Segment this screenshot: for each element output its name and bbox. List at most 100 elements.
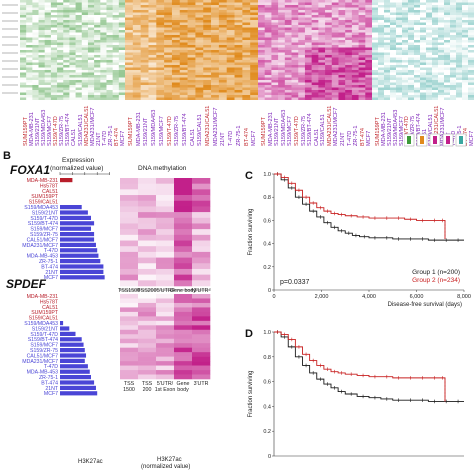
- region-label: 200: [143, 387, 152, 393]
- heatmap-cell: [87, 92, 95, 96]
- heatmap-cell: [278, 52, 286, 56]
- heatmap-cell: [26, 90, 33, 93]
- heatmap-cell: [26, 60, 33, 63]
- heatmap-cell: [331, 82, 339, 86]
- heatmap-cell: [140, 87, 149, 91]
- heatmap-cell: [402, 47, 409, 51]
- heatmap-cell: [258, 95, 266, 98]
- heatmap-cell: [38, 60, 46, 63]
- heatmap-cell: [390, 40, 397, 43]
- heatmap-cell: [311, 90, 319, 93]
- heatmap-cell: [450, 77, 457, 81]
- heatmap-cell: [38, 0, 46, 3]
- heatmap-cell: [338, 55, 346, 58]
- heatmap-cell: [345, 70, 353, 73]
- heatmap-cell: [426, 87, 433, 91]
- heatmap-cell: [462, 65, 469, 68]
- heatmap-cell: [63, 67, 70, 71]
- heatmap-cell: [264, 45, 272, 48]
- heatmap-cell: [218, 42, 228, 46]
- heatmap-cell: [450, 25, 457, 28]
- heatmap-cell: [365, 77, 373, 81]
- heatmap-cell: [179, 75, 188, 78]
- heatmap-cell: [372, 25, 379, 28]
- heatmap-cell: [325, 95, 333, 98]
- heatmap-cell: [414, 12, 421, 16]
- heatmap-cell: [390, 15, 397, 18]
- heatmap-cell: [69, 70, 76, 73]
- region-label: TSS: [142, 381, 153, 387]
- heatmap-cell: [365, 90, 373, 93]
- heatmap-cell: [234, 95, 243, 98]
- heatmap-cell: [81, 10, 89, 13]
- heatmap-cell: [396, 90, 403, 93]
- heatmap-cell: [234, 25, 243, 28]
- heatmap-cell: [338, 50, 346, 53]
- heatmap-cell: [304, 2, 312, 6]
- heatmap-cell: [118, 20, 126, 23]
- heatmap-cell: [75, 62, 83, 66]
- heatmap-cell: [20, 27, 27, 31]
- heatmap-cell: [325, 90, 333, 93]
- heatmap-cell: [250, 12, 259, 16]
- heatmap-cell: [75, 5, 83, 8]
- heatmap-cell: [226, 67, 235, 71]
- expression-bar: [60, 275, 105, 280]
- methylation-cell: [120, 338, 139, 344]
- heatmap-cell: [125, 85, 134, 88]
- heatmap-cell: [444, 15, 451, 18]
- methylation-cell: [156, 183, 175, 190]
- heatmap-cell: [345, 65, 353, 68]
- heatmap-cell: [148, 95, 157, 98]
- heatmap-cell: [402, 70, 409, 73]
- heatmap-cell: [211, 2, 220, 6]
- heatmap-cell: [63, 10, 70, 13]
- heatmap-cell: [125, 50, 134, 53]
- heatmap-cell: [365, 2, 373, 6]
- heatmap-cell: [456, 15, 463, 18]
- sample-label: T-47D: [346, 130, 353, 146]
- heatmap-cell: [311, 52, 319, 56]
- heatmap-cell: [284, 12, 292, 16]
- heatmap-cell: [26, 30, 33, 33]
- heatmap-cell: [331, 12, 339, 16]
- heatmap-cell: [408, 45, 415, 48]
- heatmap-cell: [44, 60, 52, 63]
- heatmap-cell: [156, 40, 165, 43]
- heatmap-cell: [390, 7, 397, 11]
- heatmap-cell: [420, 20, 427, 23]
- heatmap-cell: [468, 45, 474, 48]
- heatmap-cell: [420, 87, 427, 91]
- heatmap-cell: [94, 47, 101, 51]
- methylation-cell: [156, 347, 175, 353]
- heatmap-cell: [396, 87, 403, 91]
- heatmap-cell: [156, 92, 165, 96]
- heatmap-cell: [242, 82, 251, 86]
- heatmap-cell: [20, 35, 27, 38]
- heatmap-cell: [20, 65, 27, 68]
- heatmap-cell: [106, 40, 113, 43]
- heatmap-cell: [125, 32, 134, 36]
- heatmap-cell: [226, 10, 235, 13]
- heatmap-cell: [50, 22, 58, 26]
- heatmap-cell: [156, 77, 165, 81]
- heatmap-cell: [132, 87, 141, 91]
- heatmap-cell: [38, 15, 46, 18]
- heatmap-cell: [112, 95, 120, 98]
- heatmap-cell: [396, 20, 403, 23]
- heatmap-cell: [63, 35, 70, 38]
- heatmap-cell: [420, 15, 427, 18]
- heatmap-cell: [75, 72, 83, 76]
- heatmap-cell: [94, 92, 101, 96]
- heatmap-cell: [94, 75, 101, 78]
- heatmap-cell: [179, 82, 188, 86]
- heatmap-cell: [365, 22, 373, 26]
- heatmap-cell: [140, 62, 149, 66]
- sample-label: BT-474: [359, 127, 366, 146]
- heatmap-cell: [462, 42, 469, 46]
- heatmap-cell: [338, 70, 346, 73]
- heatmap-cell: [278, 22, 286, 26]
- heatmap-cell: [242, 92, 251, 96]
- heatmap-cell: [140, 0, 149, 3]
- heatmap-cell: [140, 25, 149, 28]
